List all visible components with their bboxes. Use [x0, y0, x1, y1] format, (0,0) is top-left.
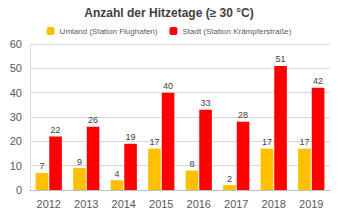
svg-text:Stadt (Station Krämpferstraße): Stadt (Station Krämpferstraße) — [182, 27, 291, 36]
svg-text:2017: 2017 — [224, 198, 248, 210]
svg-text:20: 20 — [10, 135, 22, 147]
svg-text:17: 17 — [262, 137, 272, 147]
svg-text:33: 33 — [201, 98, 211, 108]
svg-text:9: 9 — [77, 157, 82, 167]
svg-text:2016: 2016 — [187, 198, 211, 210]
svg-text:40: 40 — [163, 81, 173, 91]
svg-text:17: 17 — [299, 137, 309, 147]
svg-text:10: 10 — [10, 160, 22, 172]
svg-text:28: 28 — [238, 110, 248, 120]
svg-text:2015: 2015 — [149, 198, 173, 210]
svg-text:2013: 2013 — [74, 198, 98, 210]
svg-text:26: 26 — [88, 115, 98, 125]
svg-text:19: 19 — [126, 132, 136, 142]
svg-text:30: 30 — [10, 111, 22, 123]
svg-text:0: 0 — [16, 184, 22, 196]
svg-text:40: 40 — [10, 87, 22, 99]
svg-text:7: 7 — [39, 161, 44, 171]
svg-text:51: 51 — [276, 54, 286, 64]
svg-text:4: 4 — [114, 169, 119, 179]
svg-text:2019: 2019 — [299, 198, 323, 210]
svg-text:42: 42 — [313, 76, 323, 86]
svg-text:2: 2 — [227, 174, 232, 184]
svg-text:2018: 2018 — [262, 198, 286, 210]
svg-text:2014: 2014 — [112, 198, 136, 210]
svg-text:2012: 2012 — [37, 198, 61, 210]
svg-text:Umland (Station Flughafen): Umland (Station Flughafen) — [60, 27, 158, 36]
svg-text:60: 60 — [10, 38, 22, 50]
svg-text:17: 17 — [149, 137, 159, 147]
svg-text:50: 50 — [10, 62, 22, 74]
svg-text:22: 22 — [51, 125, 61, 135]
svg-text:8: 8 — [189, 159, 194, 169]
svg-text:Anzahl der Hitzetage (≥ 30 °C): Anzahl der Hitzetage (≥ 30 °C) — [84, 6, 253, 20]
